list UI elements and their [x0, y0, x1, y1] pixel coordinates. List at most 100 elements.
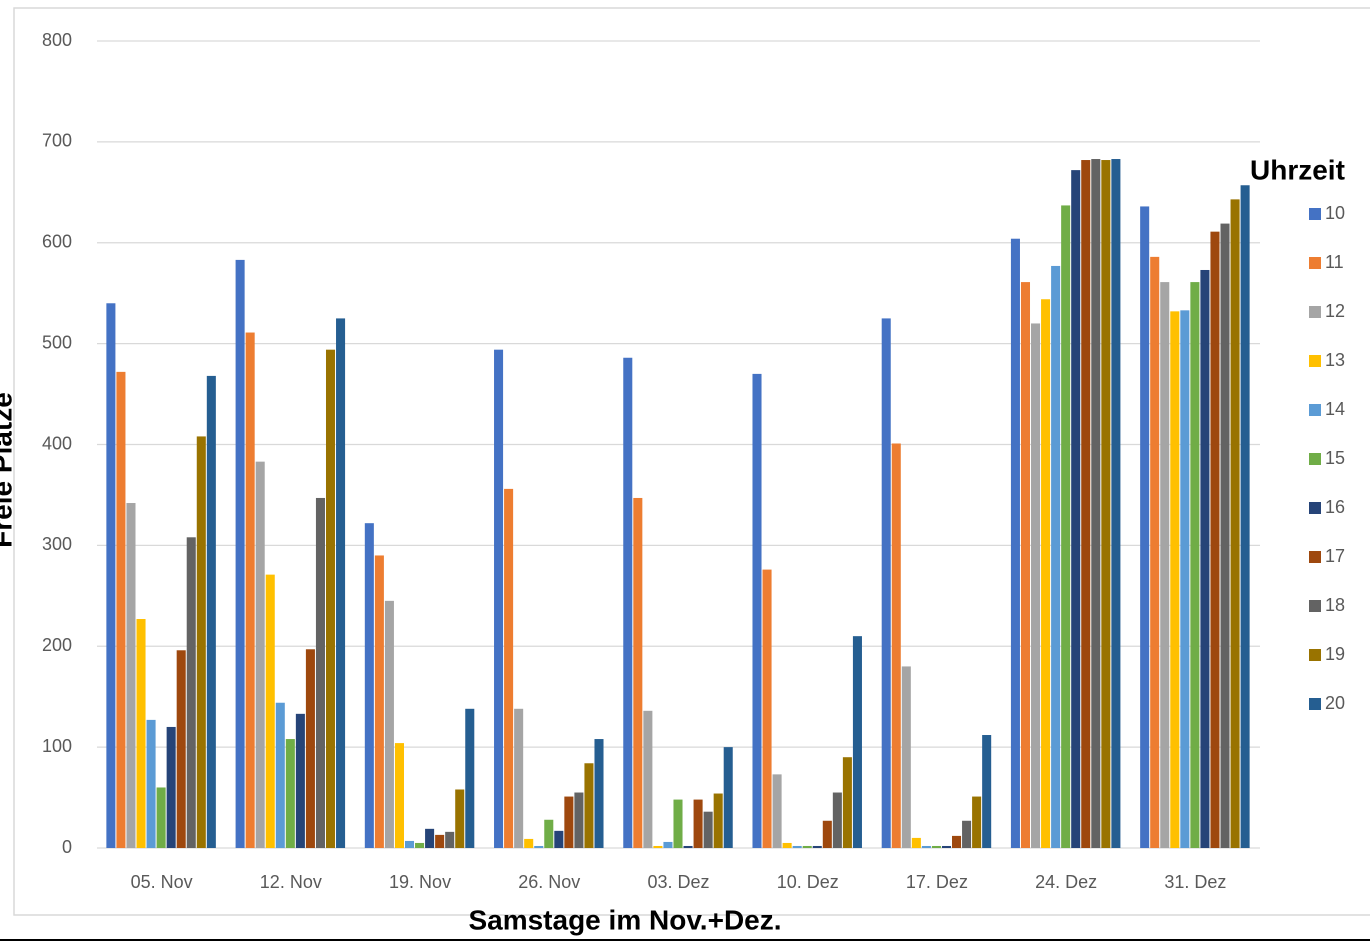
legend-swatch: [1309, 502, 1321, 514]
bar: [1200, 269, 1210, 849]
bar: [594, 739, 604, 848]
legend-label: 12: [1325, 301, 1345, 321]
bar: [762, 569, 772, 848]
bar: [156, 787, 166, 848]
bar: [285, 739, 295, 848]
bar: [1010, 238, 1020, 849]
legend-swatch: [1309, 404, 1321, 416]
x-tick-label: 17. Dez: [906, 872, 968, 892]
bar: [623, 357, 633, 848]
bar: [752, 373, 762, 848]
legend-swatch: [1309, 355, 1321, 367]
legend-swatch: [1309, 306, 1321, 318]
bar: [1170, 311, 1180, 849]
bar: [891, 443, 901, 848]
bar: [852, 636, 862, 848]
bar: [534, 845, 544, 848]
bar: [673, 799, 683, 848]
bar: [802, 845, 812, 848]
legend-swatch: [1309, 698, 1321, 710]
bar: [663, 841, 673, 848]
bar: [116, 371, 126, 848]
bar: [723, 747, 733, 848]
y-tick-label: 600: [42, 232, 72, 252]
bar: [962, 820, 972, 848]
x-tick-label: 19. Nov: [389, 872, 451, 892]
bar: [1140, 206, 1150, 848]
legend-swatch: [1309, 257, 1321, 269]
bar: [544, 819, 554, 848]
bar: [653, 845, 663, 848]
y-tick-label: 0: [62, 837, 72, 857]
bar: [1190, 282, 1200, 848]
bar: [336, 318, 346, 848]
bar: [255, 461, 265, 848]
bar: [374, 555, 384, 848]
bar: [1031, 323, 1041, 848]
y-axis-title: Freie Plätze: [0, 392, 17, 548]
bar: [683, 845, 693, 848]
bar: [584, 763, 594, 848]
bar: [126, 503, 136, 848]
x-tick-label: 05. Nov: [131, 872, 193, 892]
legend-label: 13: [1325, 350, 1345, 370]
legend-swatch: [1309, 453, 1321, 465]
bar: [921, 845, 931, 848]
bar: [911, 837, 921, 848]
bar: [633, 497, 643, 848]
bar: [186, 537, 196, 848]
legend-swatch: [1309, 551, 1321, 563]
bar: [136, 619, 146, 848]
bar: [812, 845, 822, 848]
bar: [832, 792, 842, 848]
y-tick-label: 300: [42, 534, 72, 554]
bar: [1091, 159, 1101, 848]
legend-swatch: [1309, 649, 1321, 661]
bar: [1230, 199, 1240, 848]
bar: [643, 710, 653, 848]
bar: [275, 702, 285, 848]
x-tick-label: 26. Nov: [518, 872, 580, 892]
bar: [166, 726, 176, 848]
bar: [425, 828, 435, 848]
bar: [772, 774, 782, 848]
bar: [196, 436, 206, 848]
legend-label: 11: [1325, 252, 1344, 272]
bar: [404, 840, 415, 848]
legend-swatch: [1309, 600, 1321, 612]
bar: [1240, 185, 1250, 849]
bar: [952, 835, 962, 848]
bar: [1101, 160, 1111, 849]
bar: [514, 708, 524, 848]
bar: [524, 838, 534, 848]
bar: [941, 845, 952, 848]
bar: [1071, 170, 1081, 848]
bar: [265, 574, 275, 848]
bar: [325, 349, 336, 848]
bar: [494, 349, 504, 848]
bar: [415, 842, 425, 848]
x-axis-title: Samstage im Nov.+Dez.: [468, 904, 781, 935]
bar: [713, 793, 723, 848]
bar: [782, 842, 792, 848]
legend-label: 20: [1325, 693, 1345, 713]
legend-label: 15: [1325, 448, 1345, 468]
bar: [564, 796, 574, 848]
bar: [504, 488, 514, 848]
bar: [295, 713, 305, 848]
bar: [1051, 265, 1061, 848]
bar: [1061, 205, 1071, 848]
bar: [445, 831, 455, 848]
bar: [435, 834, 445, 848]
bar: [176, 650, 186, 848]
x-tick-label: 03. Dez: [647, 872, 709, 892]
legend-label: 18: [1325, 595, 1345, 615]
legend-label: 10: [1325, 203, 1345, 223]
bar: [455, 789, 465, 848]
bar: [235, 259, 245, 848]
bar: [703, 811, 713, 848]
x-tick-label: 10. Dez: [777, 872, 839, 892]
legend-label: 19: [1325, 644, 1345, 664]
bar: [792, 845, 802, 848]
